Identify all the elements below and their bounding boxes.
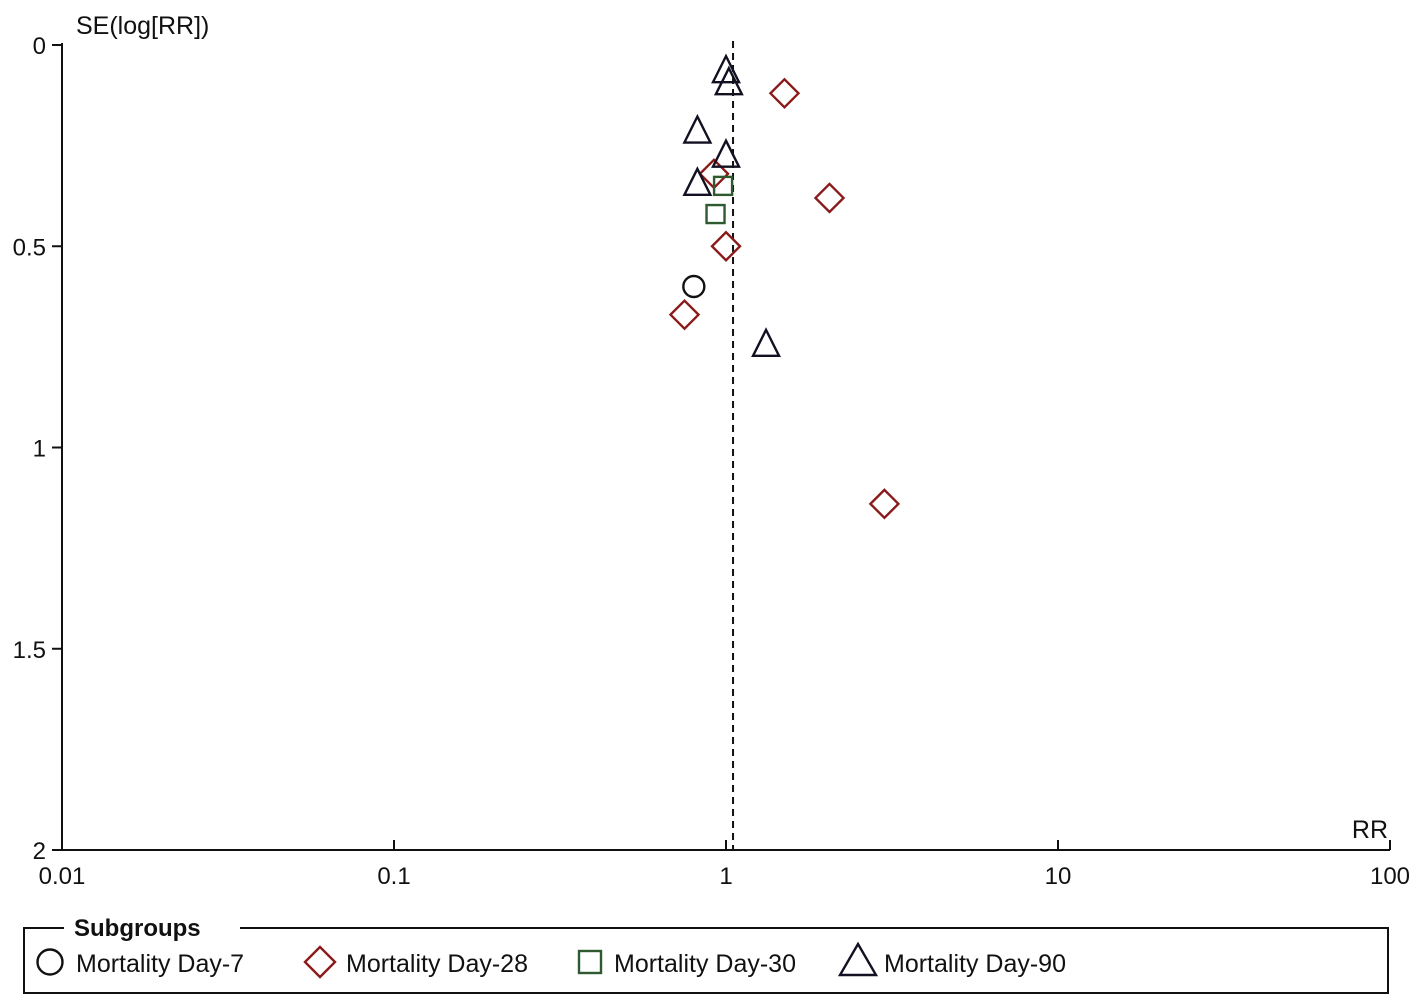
circle-point bbox=[682, 274, 706, 299]
square-point bbox=[705, 203, 726, 225]
x-tick-label: 0.01 bbox=[39, 863, 86, 890]
triangle-point bbox=[711, 137, 741, 168]
triangle-point bbox=[713, 65, 744, 96]
data-points bbox=[668, 53, 901, 520]
legend-frame bbox=[23, 927, 1389, 994]
x-tick-label: 1 bbox=[719, 863, 732, 890]
y-tick-label: 1.5 bbox=[13, 637, 46, 664]
legend-square-icon bbox=[577, 949, 603, 975]
diamond-point bbox=[868, 488, 901, 520]
y-tick-label: 1 bbox=[33, 436, 46, 463]
triangle-point bbox=[711, 53, 741, 84]
x-tick-label: 10 bbox=[1045, 863, 1072, 890]
y-tick-label: 0.5 bbox=[13, 234, 46, 261]
triangle-point bbox=[682, 166, 713, 197]
legend-items: Mortality Day-7 Mortality Day-28 Mortality… bbox=[36, 941, 1066, 979]
legend-label: Mortality Day-7 bbox=[76, 950, 244, 978]
legend-diamond-icon bbox=[303, 945, 337, 979]
diamond-point bbox=[813, 182, 846, 214]
diamond-point bbox=[768, 77, 801, 109]
diamond-point bbox=[710, 230, 742, 262]
legend-title: Subgroups bbox=[74, 915, 201, 942]
diamond-point bbox=[668, 298, 701, 331]
y-axis-title: SE(log[RR]) bbox=[76, 12, 209, 40]
legend-circle-icon bbox=[36, 948, 64, 976]
y-tick-label: 0 bbox=[33, 33, 46, 60]
axes: SE(log[RR]) RR bbox=[61, 12, 1390, 851]
legend: Subgroups Mortality Day-7 Mortality Day-2… bbox=[23, 915, 1389, 994]
legend-label: Mortality Day-90 bbox=[884, 950, 1066, 978]
axis-ticks: 0.01 0.1 1 10 100 0 0.5 1 1.5 2 bbox=[13, 33, 1410, 890]
triangle-point bbox=[751, 327, 781, 358]
x-axis-title: RR bbox=[1352, 816, 1388, 844]
y-tick-label: 2 bbox=[33, 838, 46, 865]
square-point bbox=[712, 175, 734, 197]
x-tick-label: 0.1 bbox=[377, 863, 410, 890]
triangle-point bbox=[682, 113, 713, 144]
legend-label: Mortality Day-28 bbox=[346, 950, 528, 978]
x-tick-label: 100 bbox=[1370, 863, 1410, 890]
legend-label: Mortality Day-30 bbox=[614, 950, 796, 978]
legend-triangle-icon bbox=[837, 941, 879, 977]
